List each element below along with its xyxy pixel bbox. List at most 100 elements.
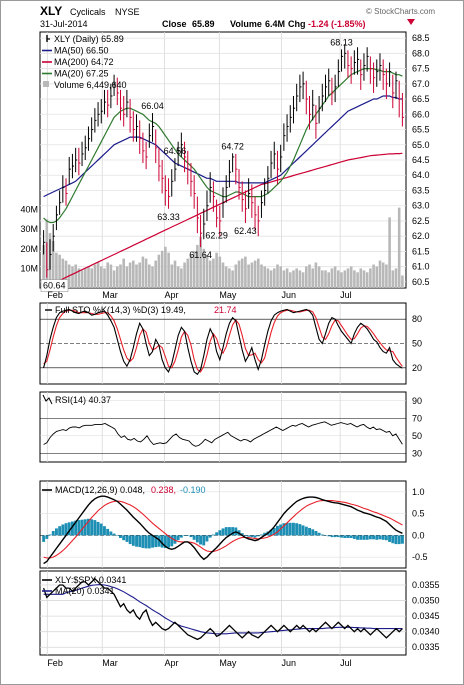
- volume-bar: [71, 266, 74, 288]
- price-annotation: 61.64: [189, 250, 212, 260]
- volume-bar: [77, 268, 81, 288]
- macd-histogram-bar: [208, 535, 212, 538]
- volume-bar: [122, 258, 125, 288]
- macd-histogram-bar: [330, 535, 334, 538]
- macd-histogram-bar: [324, 535, 327, 536]
- volume-bar: [215, 252, 218, 288]
- macd-histogram-bar: [327, 535, 331, 537]
- macd-histogram-bar: [336, 535, 340, 538]
- sto-d-line: [43, 309, 403, 373]
- macd-histogram-bar: [221, 528, 225, 536]
- month-label: Feb: [47, 290, 63, 300]
- low-annotation-box: [40, 279, 69, 292]
- macd-histogram-bar: [122, 535, 126, 541]
- macd-histogram-bar: [384, 535, 388, 541]
- volume-bar: [244, 256, 247, 288]
- volume-bar: [218, 256, 222, 288]
- macd-histogram-bar: [87, 518, 90, 536]
- rsi-y-tick-label: 70: [412, 413, 422, 423]
- macd-histogram-bar: [154, 535, 158, 548]
- macd-histogram-bar: [163, 535, 167, 548]
- macd-y-tick-label: 0.0: [412, 530, 425, 540]
- macd-histogram-bar: [115, 535, 119, 536]
- macd-histogram-bar: [61, 524, 65, 536]
- volume-bar: [119, 264, 122, 288]
- macd-histogram-bar: [256, 535, 260, 537]
- volume-bar: [189, 254, 193, 288]
- name-label: Cyclicals: [70, 7, 106, 17]
- volume-bar: [298, 270, 302, 288]
- macd-histogram-bar: [224, 527, 228, 536]
- volume-bar: [42, 244, 45, 288]
- macd-histogram-bar: [112, 533, 116, 536]
- legend-entry: XLY (Daily) 65.89: [54, 34, 124, 44]
- price-y-tick-label: 64.0: [412, 170, 430, 180]
- macd-histogram-bar: [250, 535, 254, 538]
- volume-bar: [106, 262, 109, 288]
- chg-caption: Chg: [288, 19, 306, 29]
- volume-bar: [87, 266, 90, 288]
- ratio-line: [42, 577, 403, 641]
- volume-bar: [74, 264, 77, 288]
- macd-histogram-bar: [71, 521, 74, 536]
- macd-histogram-bar: [381, 535, 385, 540]
- volume-bar: [279, 266, 282, 288]
- volume-bar: [84, 268, 87, 288]
- legend-entry: MA(20) 67.25: [54, 69, 109, 79]
- volume-bar: [151, 266, 154, 288]
- volume-bar: [359, 268, 363, 288]
- volume-bar: [186, 258, 190, 288]
- rsi-legend: RSI(14) 40.37: [55, 395, 111, 405]
- chg-value: -1.24 (-1.85%): [308, 19, 366, 29]
- price-y-tick-label: 67.0: [412, 79, 430, 89]
- volume-bar: [381, 262, 385, 288]
- price-annotation: 62.29: [205, 230, 228, 240]
- volume-bar: [285, 268, 289, 288]
- macd-histogram-bar: [74, 520, 78, 536]
- price-y-tick-label: 66.5: [412, 94, 430, 104]
- macd-histogram-bar: [64, 523, 68, 536]
- macd-histogram-bar: [173, 535, 177, 544]
- volume-bar: [385, 264, 388, 288]
- macd-histogram-bar: [179, 535, 183, 538]
- ratio-month-label: May: [219, 658, 237, 668]
- volume-tick-label: 20M: [20, 244, 38, 254]
- macd-histogram-bar: [48, 534, 52, 536]
- macd-histogram-bar: [58, 526, 62, 536]
- ratio-legend-entry: MA(20) 0.0341: [55, 586, 115, 596]
- macd-histogram-bar: [228, 527, 231, 536]
- ratio-panel: 0.0355 0.0350 0.0345 0.0340 0.0335 XLY:$SPX 0…: [39, 570, 440, 668]
- ratio-y-tick-label: 0.0340: [412, 627, 440, 637]
- macd-histogram-bar: [176, 535, 180, 541]
- macd-histogram-bar: [215, 532, 219, 536]
- macd-histogram-bar: [340, 535, 343, 538]
- ratio-month-label: Jul: [340, 658, 352, 668]
- macd-histogram-bar: [356, 535, 359, 540]
- macd-histogram-bar: [365, 535, 369, 540]
- ratio-y-tick-label: 0.0345: [412, 611, 440, 621]
- volume-bar: [273, 268, 276, 288]
- volume-bar: [356, 272, 359, 288]
- price-y-tick-label: 64.5: [412, 155, 430, 165]
- volume-bar: [116, 266, 119, 288]
- volume-bar: [378, 260, 382, 288]
- macd-histogram-bar: [160, 535, 164, 548]
- price-annotation: 64.56: [164, 146, 187, 156]
- macd-y-tick-label: 1.0: [412, 487, 425, 497]
- sto-y-tick-label: 80: [412, 314, 422, 324]
- macd-histogram-bar: [183, 535, 186, 536]
- volume-bar: [311, 268, 314, 288]
- macd-histogram-bar: [394, 535, 398, 545]
- volume-bar: [154, 260, 157, 288]
- volume-bar: [269, 270, 273, 288]
- macd-histogram-bar: [272, 528, 276, 536]
- macd-histogram-bar: [362, 535, 366, 540]
- macd-histogram-bar: [157, 535, 161, 547]
- macd-histogram-bar: [55, 528, 58, 536]
- volume-bar: [324, 270, 327, 288]
- macd-histogram-bar: [99, 523, 103, 536]
- macd-histogram-bar: [77, 520, 81, 536]
- volume-bar: [208, 260, 212, 288]
